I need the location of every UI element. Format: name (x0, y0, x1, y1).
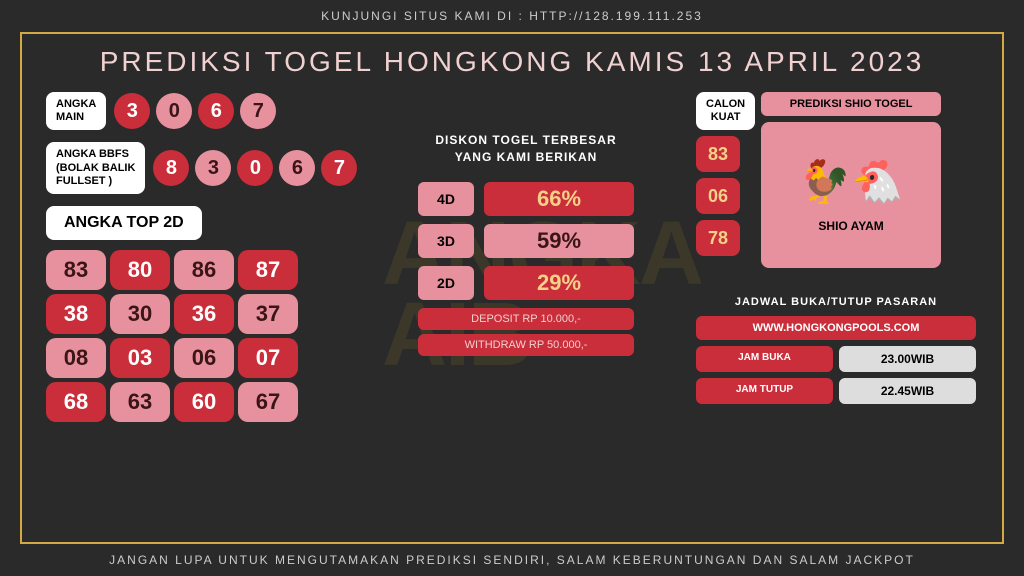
diskon-label: 3D (418, 224, 474, 258)
withdraw-strip: WITHDRAW RP 50.000,- (418, 334, 634, 356)
calon-num: 83 (696, 136, 740, 172)
rooster-icon: 🐓🐔 (799, 158, 904, 207)
top2d-cell: 86 (174, 250, 234, 290)
jam-tutup-value: 22.45WIB (839, 378, 976, 404)
top2d-cell: 83 (46, 250, 106, 290)
diskon-value: 29% (484, 266, 634, 300)
top2d-cell: 68 (46, 382, 106, 422)
calon-num: 06 (696, 178, 740, 214)
top2d-cell: 67 (238, 382, 298, 422)
calon-label: CALON KUAT (696, 92, 755, 130)
diskon-label: 2D (418, 266, 474, 300)
top2d-cell: 80 (110, 250, 170, 290)
calon-num: 78 (696, 220, 740, 256)
ball: 3 (114, 93, 150, 129)
shio-label: PREDIKSI SHIO TOGEL (761, 92, 941, 116)
ball: 8 (153, 150, 189, 186)
top2d-cell: 38 (46, 294, 106, 334)
angka-main-label: ANGKA MAIN (46, 92, 106, 130)
top2d-cell: 87 (238, 250, 298, 290)
top2d-cell: 06 (174, 338, 234, 378)
top2d-grid: 83808687 38303637 08030607 68636067 (46, 250, 356, 422)
jam-buka-label: JAM BUKA (696, 346, 833, 372)
diskon-title: DISKON TOGEL TERBESAR YANG KAMI BERIKAN (366, 132, 686, 166)
top2d-cell: 30 (110, 294, 170, 334)
ball: 6 (198, 93, 234, 129)
ball: 0 (237, 150, 273, 186)
sched-site: WWW.HONGKONGPOOLS.COM (696, 316, 976, 340)
ball: 7 (240, 93, 276, 129)
bottom-banner: JANGAN LUPA UNTUK MENGUTAMAKAN PREDIKSI … (0, 544, 1024, 576)
page-title: PREDIKSI TOGEL HONGKONG KAMIS 13 APRIL 2… (22, 46, 1002, 78)
top-banner: KUNJUNGI SITUS KAMI DI : HTTP://128.199.… (0, 0, 1024, 32)
jam-tutup-label: JAM TUTUP (696, 378, 833, 404)
top2d-label: ANGKA TOP 2D (46, 206, 202, 240)
shio-name: SHIO AYAM (818, 219, 883, 233)
top2d-cell: 60 (174, 382, 234, 422)
diskon-label: 4D (418, 182, 474, 216)
bbfs-label: ANGKA BBFS (BOLAK BALIK FULLSET ) (46, 142, 145, 194)
top2d-cell: 08 (46, 338, 106, 378)
top2d-cell: 36 (174, 294, 234, 334)
sched-title: JADWAL BUKA/TUTUP PASARAN (696, 296, 976, 308)
ball: 3 (195, 150, 231, 186)
jam-buka-value: 23.00WIB (839, 346, 976, 372)
top2d-cell: 03 (110, 338, 170, 378)
top2d-cell: 63 (110, 382, 170, 422)
ball: 7 (321, 150, 357, 186)
ball: 6 (279, 150, 315, 186)
top2d-cell: 07 (238, 338, 298, 378)
deposit-strip: DEPOSIT RP 10.000,- (418, 308, 634, 330)
top2d-cell: 37 (238, 294, 298, 334)
ball: 0 (156, 93, 192, 129)
shio-box: 🐓🐔 SHIO AYAM (761, 122, 941, 268)
diskon-value: 59% (484, 224, 634, 258)
main-frame: ANGKAAIB PREDIKSI TOGEL HONGKONG KAMIS 1… (20, 32, 1004, 544)
diskon-value: 66% (484, 182, 634, 216)
